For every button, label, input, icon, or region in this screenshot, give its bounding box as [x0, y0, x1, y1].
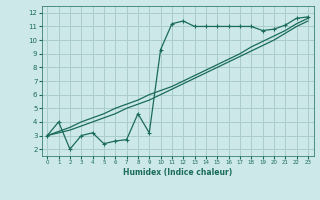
X-axis label: Humidex (Indice chaleur): Humidex (Indice chaleur)	[123, 168, 232, 177]
